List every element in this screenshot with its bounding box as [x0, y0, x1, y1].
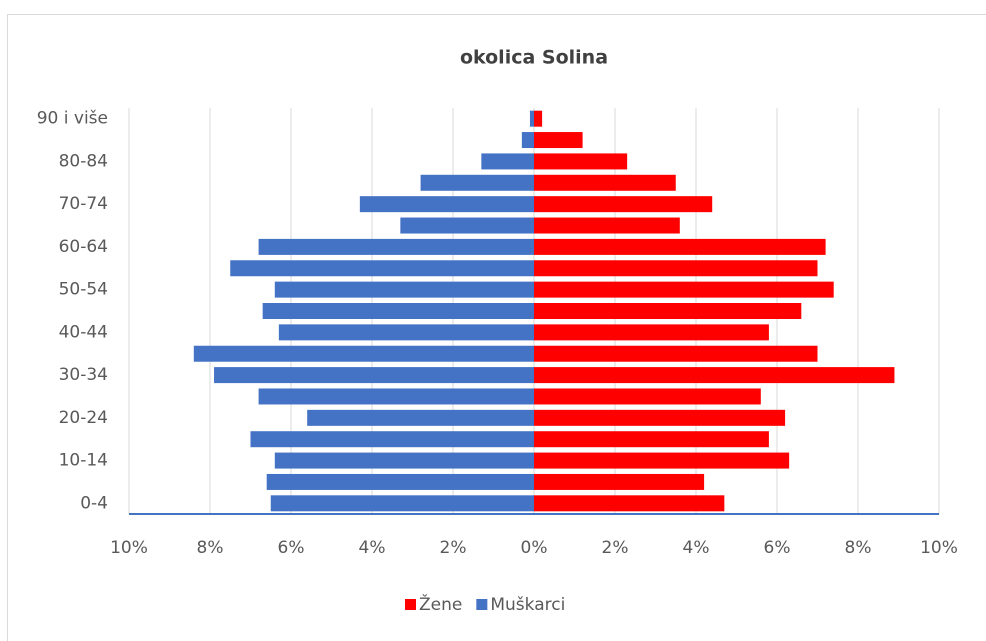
bar: [521, 132, 534, 149]
bar: [534, 431, 769, 448]
bar: [534, 238, 826, 255]
bar: [534, 174, 676, 191]
bar: [534, 409, 786, 426]
bar: [534, 473, 705, 490]
bar: [534, 281, 834, 298]
x-tick-label: 0%: [521, 538, 548, 558]
bar: [278, 324, 534, 341]
bar: [529, 110, 534, 127]
x-tick-label: 2%: [602, 538, 629, 558]
x-tick-label: 4%: [683, 538, 710, 558]
y-tick-label: 90 i više: [37, 109, 108, 129]
y-tick-label: 40-44: [59, 322, 108, 342]
y-tick-label: 60-64: [59, 237, 108, 257]
bar: [262, 303, 534, 319]
x-tick-label: 10%: [920, 538, 958, 558]
bar: [534, 303, 802, 319]
y-tick-label: 20-24: [59, 408, 108, 428]
bar: [534, 452, 790, 469]
y-tick-label: 50-54: [59, 280, 108, 300]
bar: [534, 260, 818, 277]
bar: [250, 431, 534, 448]
bar: [534, 153, 628, 170]
bar: [420, 174, 534, 191]
bar: [481, 153, 534, 170]
chart-title: okolica Solina: [460, 47, 608, 69]
legend-label: Muškarci: [490, 595, 565, 615]
x-tick-label: 10%: [110, 538, 148, 558]
bar: [534, 388, 761, 405]
bar: [534, 217, 680, 234]
bar: [230, 260, 534, 277]
bar: [214, 367, 535, 384]
x-tick-label: 4%: [359, 538, 386, 558]
x-tick-label: 8%: [197, 538, 224, 558]
bar: [534, 196, 713, 213]
bar: [258, 388, 534, 405]
bar: [534, 110, 543, 127]
bar: [266, 473, 534, 490]
bar: [274, 452, 534, 469]
y-tick-label: 80-84: [59, 151, 108, 171]
bar: [274, 281, 534, 298]
bar: [534, 367, 895, 384]
x-tick-label: 6%: [764, 538, 791, 558]
y-tick-label: 0-4: [80, 493, 108, 513]
bar: [307, 409, 534, 426]
x-tick-label: 2%: [440, 538, 467, 558]
y-tick-label: 30-34: [59, 365, 108, 385]
bar: [193, 345, 535, 362]
bar: [534, 495, 725, 512]
bar: [534, 132, 583, 149]
x-tick-label: 6%: [278, 538, 305, 558]
bar: [534, 324, 769, 341]
x-tick-label: 8%: [845, 538, 872, 558]
bar: [359, 196, 534, 213]
y-tick-label: 70-74: [59, 194, 108, 214]
bar: [400, 217, 534, 234]
bar: [534, 345, 818, 362]
bar: [258, 238, 534, 255]
y-tick-label: 10-14: [59, 451, 108, 471]
legend-swatch: [476, 599, 488, 610]
legend-label: Žene: [419, 593, 462, 615]
bar: [270, 495, 534, 512]
legend-swatch: [405, 599, 416, 610]
